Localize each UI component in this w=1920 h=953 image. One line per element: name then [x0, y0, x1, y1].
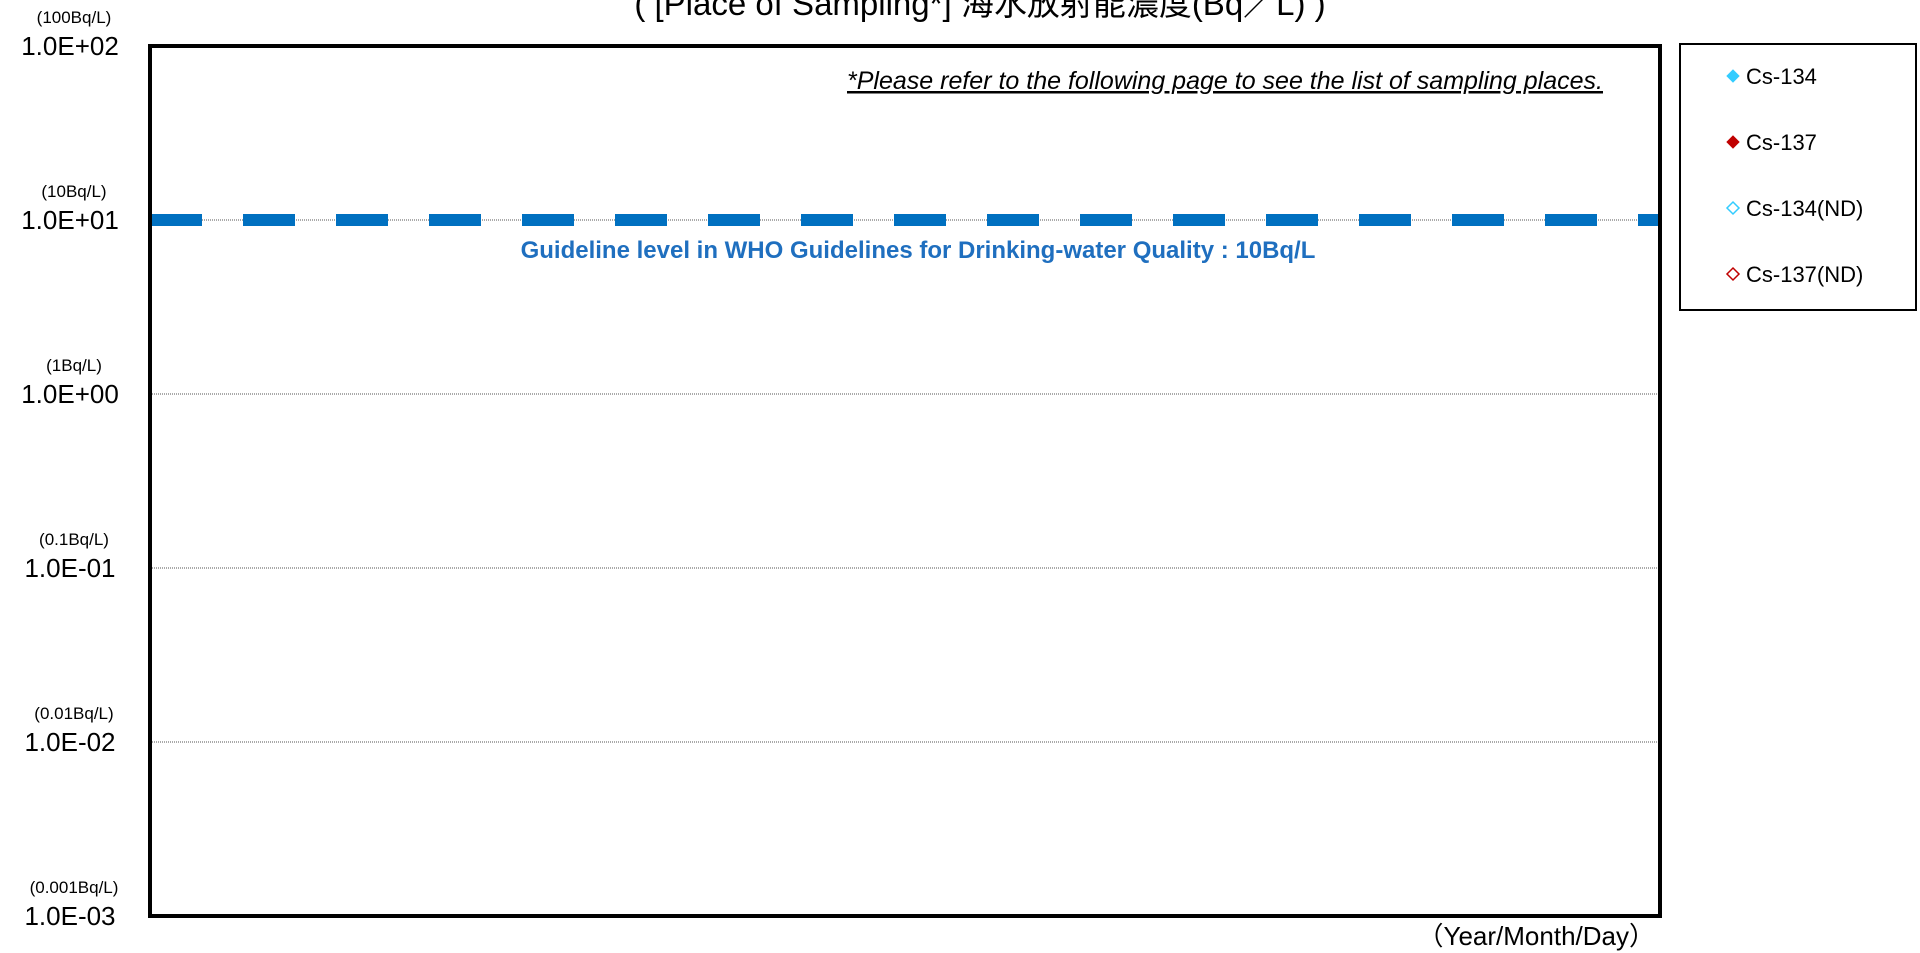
legend-marker-cs-134-nd — [1725, 200, 1741, 216]
y-tick-unit-label: (0.001Bq/L) — [30, 878, 119, 897]
x-axis-label: （Year/Month/Day） — [1418, 921, 1655, 951]
y-tick-unit-label: (10Bq/L) — [41, 182, 106, 201]
y-tick-unit-label: (100Bq/L) — [37, 8, 112, 27]
y-tick-label: 1.0E+00 — [21, 379, 119, 409]
y-tick-label: 1.0E+02 — [21, 31, 119, 61]
legend-label: Cs-134(ND) — [1746, 196, 1863, 221]
legend-marker-cs-137 — [1726, 135, 1740, 149]
y-tick-label: 1.0E-01 — [24, 553, 115, 583]
y-tick-label: 1.0E-02 — [24, 727, 115, 757]
plot-area-frame — [148, 44, 1662, 918]
reference-line-label: Guideline level in WHO Guidelines for Dr… — [521, 237, 1316, 264]
legend-marker-cs-134 — [1726, 69, 1740, 83]
sampling-places-note: *Please refer to the following page to s… — [847, 67, 1603, 95]
legend-marker-cs-137-nd — [1725, 266, 1741, 282]
legend: Cs-134 Cs-137 Cs-134(ND) Cs-137(ND) — [1679, 43, 1917, 311]
y-tick-label: 1.0E+01 — [21, 205, 119, 235]
legend-label: Cs-137(ND) — [1746, 262, 1863, 287]
legend-items: Cs-134 Cs-137 Cs-134(ND) Cs-137(ND) — [1725, 64, 1863, 287]
chart-title: ( [Place of Sampling*] 海水放射能濃度(Bq／L) ) — [634, 0, 1325, 22]
y-tick-labels: (100Bq/L) 1.0E+02 (10Bq/L) 1.0E+01 (1Bq/L) 1.… — [21, 8, 119, 931]
y-tick-unit-label: (1Bq/L) — [46, 356, 102, 375]
y-tick-unit-label: (0.1Bq/L) — [39, 530, 109, 549]
y-tick-unit-label: (0.01Bq/L) — [34, 704, 113, 723]
legend-label: Cs-137 — [1746, 130, 1817, 155]
gridlines — [150, 219, 1660, 743]
y-tick-label: 1.0E-03 — [24, 901, 115, 931]
legend-box — [1679, 43, 1917, 311]
legend-label: Cs-134 — [1746, 64, 1817, 89]
